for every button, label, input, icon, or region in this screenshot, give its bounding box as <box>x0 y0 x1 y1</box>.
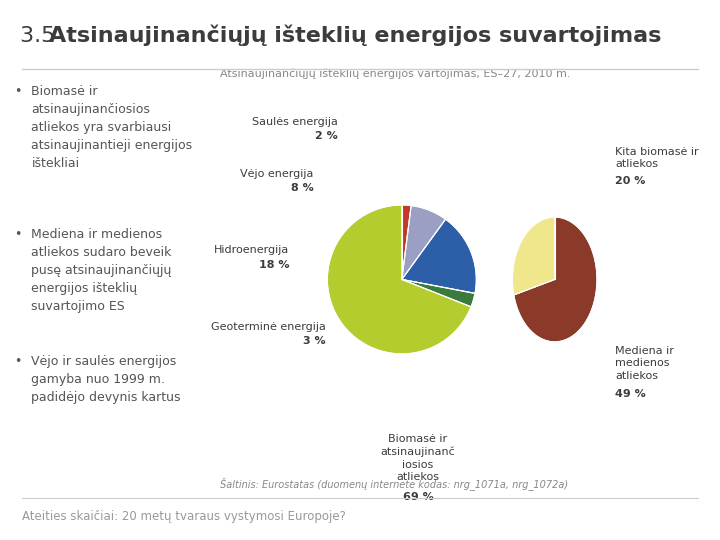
Text: Vėjo ir saulės energijos
gamyba nuo 1999 m.
padidėjo devynis kartus: Vėjo ir saulės energijos gamyba nuo 1999… <box>32 355 181 404</box>
Ellipse shape <box>328 205 476 354</box>
Text: •: • <box>14 85 22 98</box>
Text: Mediena ir
medienos
atliekos: Mediena ir medienos atliekos <box>615 346 674 381</box>
Text: Biomasė ir
atsinaujinanč
iosios
atliekos: Biomasė ir atsinaujinanč iosios atliekos <box>381 434 455 482</box>
Text: Ateities skaičiai: 20 metų tvaraus vystymosi Europoje?: Ateities skaičiai: 20 metų tvaraus vysty… <box>22 510 346 523</box>
Text: 20 %: 20 % <box>615 176 645 186</box>
Text: 69 %: 69 % <box>402 492 433 502</box>
Text: 3 %: 3 % <box>303 336 325 346</box>
Text: •: • <box>14 355 22 368</box>
Text: Atsinaujinančiųjų išteklių energijos suvartojimas: Atsinaujinančiųjų išteklių energijos suv… <box>49 25 662 46</box>
Polygon shape <box>402 205 411 280</box>
Polygon shape <box>513 217 554 295</box>
Text: Saulės energija: Saulės energija <box>251 117 338 126</box>
Polygon shape <box>514 217 597 342</box>
Text: Šaltinis: Eurostatas (duomenų internete kodas: nrg_1071a, nrg_1072a): Šaltinis: Eurostatas (duomenų internete … <box>220 477 568 490</box>
Text: 3.5: 3.5 <box>20 25 63 46</box>
Text: Hidroenergija: Hidroenergija <box>214 245 289 255</box>
Text: Vėjo energija: Vėjo energija <box>240 169 313 179</box>
Polygon shape <box>328 205 597 280</box>
Text: Kita biomasė ir
atliekos: Kita biomasė ir atliekos <box>615 147 698 169</box>
Text: 18 %: 18 % <box>258 260 289 269</box>
Text: 49 %: 49 % <box>615 389 646 399</box>
Text: 2 %: 2 % <box>315 131 338 141</box>
Polygon shape <box>328 205 471 354</box>
Text: Biomasė ir
atsinaujinančiosios
atliekos yra svarbiausi
atsinaujinantieji energij: Biomasė ir atsinaujinančiosios atliekos … <box>32 85 192 170</box>
Text: Mediena ir medienos
atliekos sudaro beveik
pusę atsinaujinančiųjų
energijos ište: Mediena ir medienos atliekos sudaro beve… <box>32 228 172 313</box>
Text: Atsinaujinančiųjų išteklių energijos vartojimas, ES–27, 2010 m.: Atsinaujinančiųjų išteklių energijos var… <box>220 68 570 79</box>
Ellipse shape <box>513 217 597 342</box>
Polygon shape <box>328 280 597 354</box>
Text: 8 %: 8 % <box>291 183 313 193</box>
Polygon shape <box>402 280 475 307</box>
Polygon shape <box>402 219 476 293</box>
Text: Geoterminė energija: Geoterminė energija <box>210 322 325 332</box>
Polygon shape <box>402 206 446 280</box>
Text: •: • <box>14 228 22 241</box>
